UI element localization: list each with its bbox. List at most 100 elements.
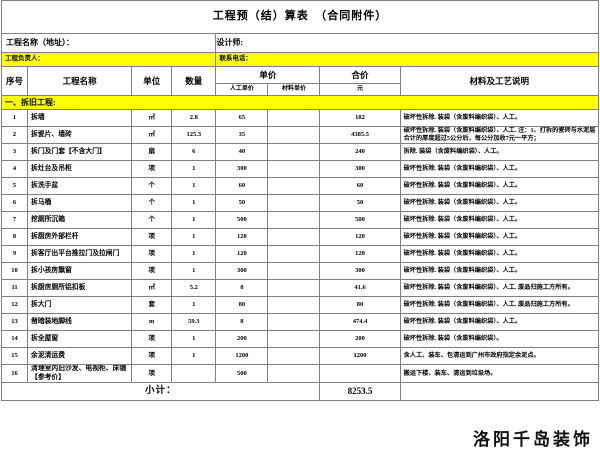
row-description: 破坏性拆除. 装袋（含废料编织袋）、人工. 废品归施工方所有。 bbox=[399, 279, 600, 298]
row-description: 破坏性拆除. 装袋（含废料编织袋）、人工。 bbox=[399, 160, 600, 179]
row-index: 6 bbox=[0, 194, 29, 213]
row-index: 2 bbox=[0, 125, 29, 145]
row-unit: 项 bbox=[131, 330, 173, 349]
header-currency: 元 bbox=[319, 83, 401, 96]
row-material-price bbox=[267, 143, 321, 162]
row-quantity: 1 bbox=[171, 177, 217, 196]
row-total-price: 474.4 bbox=[319, 313, 401, 332]
row-labor-price: 60 bbox=[215, 177, 269, 196]
row-unit: 项 bbox=[131, 347, 173, 366]
table-row: 8 拆厨房外部栏杆项 1 120 120 破坏性拆除. 装袋（含废料编织袋）、人工。 bbox=[0, 228, 600, 247]
row-description: 破坏性拆除. 装袋（含废料编织袋）、人工. 废品归施工方所有。 bbox=[399, 296, 600, 315]
row-labor-price: 200 bbox=[215, 330, 269, 349]
row-index: 12 bbox=[0, 296, 29, 315]
table-row: 9 拆客厅出平台推拉门及拉闸门项 1 120 120 破坏性拆除. 装袋（含废料编织袋）、… bbox=[0, 245, 600, 264]
header-labor-price: 人工单价 bbox=[215, 83, 269, 96]
row-labor-price: 300 bbox=[215, 262, 269, 281]
table-row: 12 拆大门套 1 80 80 破坏性拆除. 装袋（含废料编织袋）、人工. 废品归施工方所… bbox=[0, 296, 600, 315]
row-labor-price: 65 bbox=[215, 109, 269, 127]
table-row: 14 拆全屋窗项 1 200 200 破坏性拆除. 装袋（含废料编织袋）。 bbox=[0, 330, 600, 349]
row-unit: ㎡ bbox=[131, 109, 173, 127]
subtotal-row: 小计： 8253.5 bbox=[0, 382, 600, 402]
row-unit: 个 bbox=[131, 177, 173, 196]
row-labor-price: 120 bbox=[215, 245, 269, 264]
row-material-price bbox=[267, 296, 321, 315]
subtotal-value: 8253.5 bbox=[319, 382, 401, 402]
row-description: 搬运下楼、装车、清运到垃圾场。 bbox=[399, 364, 600, 384]
row-material-price bbox=[267, 228, 321, 247]
row-total-price: 300 bbox=[319, 160, 401, 179]
row-quantity: 1 bbox=[171, 194, 217, 213]
row-description: 破坏性拆除. 装袋（含废料编织袋）、人工。 bbox=[399, 211, 600, 230]
row-description: 破坏性拆除. 装袋（含废料编织袋）、人工。 bbox=[399, 228, 600, 247]
header-unit-price: 单价 bbox=[215, 66, 321, 84]
project-info-row: 工程名称（地址）： 设计师: bbox=[0, 33, 599, 53]
manager-label: 工程负责人： bbox=[0, 52, 217, 67]
row-name: 拆灶台及吊柜 bbox=[27, 160, 133, 179]
table-row: 7 挖厕所沉箱个 1 500 500 破坏性拆除. 装袋（含废料编织袋）、人工。 bbox=[0, 211, 600, 230]
row-total-price: 240 bbox=[319, 143, 401, 162]
row-name: 拆马桶 bbox=[27, 194, 133, 213]
row-material-price bbox=[267, 177, 321, 196]
row-index: 15 bbox=[0, 347, 29, 366]
header-index: 序号 bbox=[0, 66, 29, 96]
row-quantity: 1 bbox=[171, 245, 217, 264]
row-material-price bbox=[267, 125, 321, 145]
row-total-price: 50 bbox=[319, 194, 401, 213]
row-total-price: 500 bbox=[319, 211, 401, 230]
table-row: 5 拆洗手盆个 1 60 60 破坏性拆除. 装袋（含废料编织袋）、人工。 bbox=[0, 177, 600, 196]
table-row: 6 拆马桶个 1 50 50 破坏性拆除. 装袋（含废料编织袋）、人工。 bbox=[0, 194, 600, 213]
header-material-price: 材料单价 bbox=[267, 83, 321, 96]
row-unit: ㎡ bbox=[131, 125, 173, 145]
row-index: 5 bbox=[0, 177, 29, 196]
row-unit: 套 bbox=[131, 296, 173, 315]
row-name: 凿暗装地脚线 bbox=[27, 313, 133, 332]
row-material-price bbox=[267, 313, 321, 332]
row-quantity: 125.3 bbox=[171, 125, 217, 145]
row-material-price bbox=[267, 245, 321, 264]
row-name: 拆墙 bbox=[27, 109, 133, 127]
watermark-char: 千 bbox=[513, 430, 531, 449]
row-labor-price: 35 bbox=[215, 125, 269, 145]
row-quantity: 1 bbox=[171, 330, 217, 349]
watermark-char: 岛 bbox=[533, 430, 551, 449]
header-total-price: 合价 bbox=[319, 66, 401, 84]
row-index: 13 bbox=[0, 313, 29, 332]
row-total-price: 80 bbox=[319, 296, 401, 315]
row-description: 含人工、装车、包清运到广州市政府指定余泥点。 bbox=[399, 347, 600, 366]
row-labor-price: 80 bbox=[215, 296, 269, 315]
table-row: 3 拆门及门套【不含大门】扇 6 40 240 拆除. 装袋（含废料编织袋）、人工。 bbox=[0, 143, 600, 162]
row-description: 破坏性拆除. 装袋（含废料编织袋）、人工。 bbox=[399, 262, 600, 281]
row-index: 4 bbox=[0, 160, 29, 179]
row-total-price: 1200 bbox=[319, 347, 401, 366]
row-name: 拆洗手盆 bbox=[27, 177, 133, 196]
row-labor-price: 40 bbox=[215, 143, 269, 162]
row-material-price bbox=[267, 262, 321, 281]
row-total-price bbox=[319, 364, 401, 384]
row-quantity: 1 bbox=[171, 211, 217, 230]
row-labor-price: 500 bbox=[215, 211, 269, 230]
row-quantity: 2.8 bbox=[171, 109, 217, 127]
table-row: 16 清理室内旧沙发、电视柜、床铺【参考价】项 500 搬运下楼、装车、清运到垃圾场。 bbox=[0, 364, 600, 384]
section-banner-demolition: 一、拆旧工程: bbox=[1, 95, 599, 110]
row-total-price: 41.6 bbox=[319, 279, 401, 298]
row-unit: 项 bbox=[131, 245, 173, 264]
row-index: 11 bbox=[0, 279, 29, 298]
contact-row: 工程负责人： 联系电话： bbox=[0, 52, 599, 67]
subtotal-desc-cell bbox=[399, 382, 600, 402]
header-unit: 单位 bbox=[131, 66, 173, 96]
row-total-price: 120 bbox=[319, 245, 401, 264]
row-unit: ㎡ bbox=[131, 279, 173, 298]
row-quantity: 1 bbox=[171, 296, 217, 315]
budget-table: 工程预（结）算表 （合同附件） 工程名称（地址）： 设计师: 工程负责人： 联系… bbox=[0, 0, 600, 402]
row-description: 破坏性拆除. 装袋（含废料编织袋）、人工。 bbox=[399, 194, 600, 213]
row-index: 3 bbox=[0, 143, 29, 162]
row-description: 破坏性拆除. 装袋（含废料编织袋）。 bbox=[399, 330, 600, 349]
row-name: 拆客厅出平台推拉门及拉闸门 bbox=[27, 245, 133, 264]
project-name-label: 工程名称（地址）： bbox=[0, 33, 217, 53]
row-name: 拆厨房厕所铝扣板 bbox=[27, 279, 133, 298]
row-material-price bbox=[267, 364, 321, 384]
